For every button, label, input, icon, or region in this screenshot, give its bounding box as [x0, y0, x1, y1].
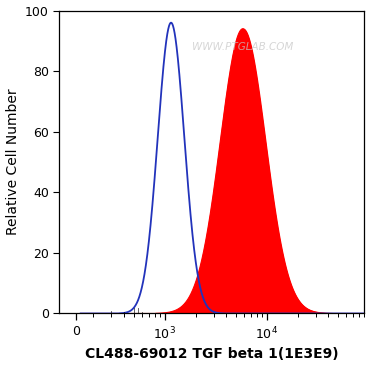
Text: WWW.PTGLAB.COM: WWW.PTGLAB.COM [192, 42, 293, 52]
Y-axis label: Relative Cell Number: Relative Cell Number [6, 89, 20, 235]
X-axis label: CL488-69012 TGF beta 1(1E3E9): CL488-69012 TGF beta 1(1E3E9) [85, 348, 339, 361]
